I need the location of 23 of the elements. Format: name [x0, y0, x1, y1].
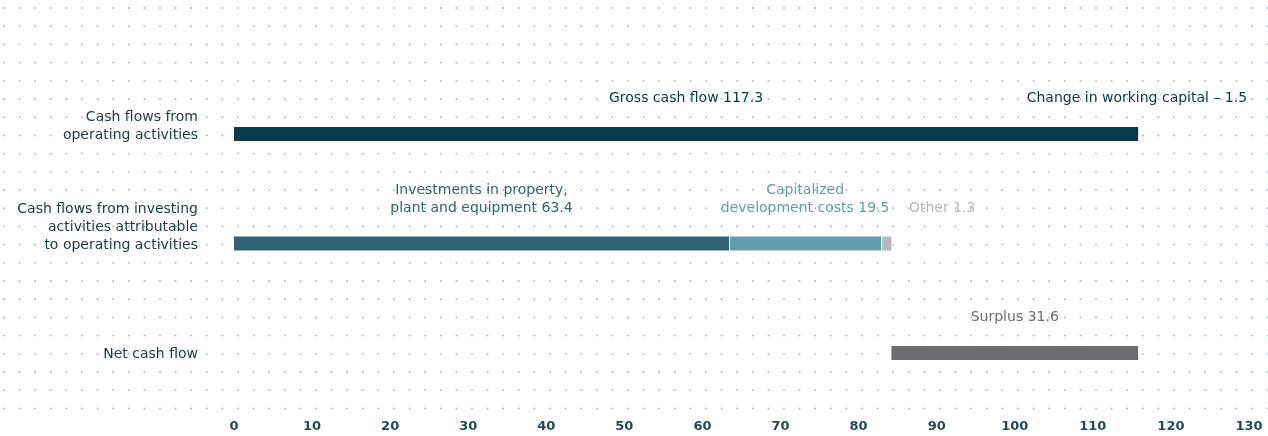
annotation: Investments in property, plant and equipment 63.4	[390, 180, 573, 215]
x-tick-label: 60	[693, 418, 712, 433]
annotation: Gross cash flow 117.3	[608, 89, 764, 105]
y-tick-label: Net cash flow	[103, 345, 198, 361]
x-tick-label: 70	[771, 418, 790, 433]
x-tick-label: 50	[615, 418, 634, 433]
annotation: Capitalized development costs 19.5	[720, 180, 890, 215]
x-tick-label: 30	[459, 418, 478, 433]
annotation: Other 1.3	[909, 198, 976, 215]
x-tick-label: 120	[1157, 418, 1185, 433]
x-tick-label: 20	[381, 418, 400, 433]
x-tick-label: 100	[1001, 418, 1029, 433]
x-tick-label: 130	[1235, 418, 1263, 433]
x-tick-label: 0	[229, 418, 239, 433]
y-tick-label: Cash flows from operating activities	[62, 108, 198, 142]
y-tick-label: Cash flows from investing activities attributable to operating activities	[17, 199, 198, 252]
annotation: Change in working capital – 1.5	[1026, 89, 1248, 105]
annotation: Surplus 31.6	[970, 308, 1059, 324]
x-tick-label: 10	[303, 418, 322, 433]
x-tick-label: 80	[849, 418, 868, 433]
x-tick-label: 110	[1079, 418, 1107, 433]
x-tick-label: 90	[927, 418, 946, 433]
x-tick-label: 40	[537, 418, 556, 433]
